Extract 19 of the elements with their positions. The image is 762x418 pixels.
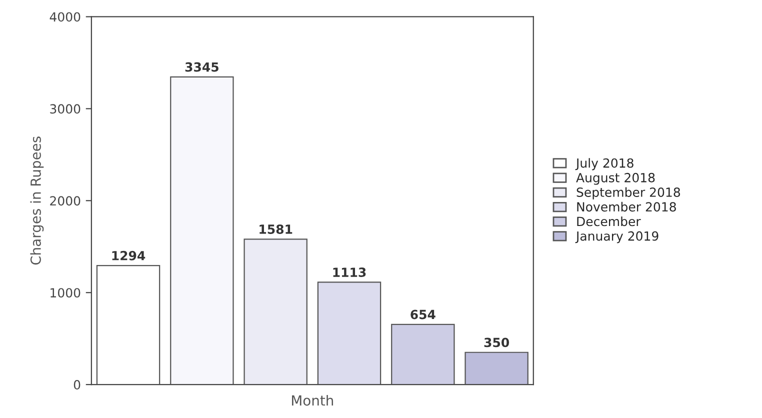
- legend-label: November 2018: [577, 202, 676, 212]
- data-label: 3345: [185, 62, 218, 72]
- legend-label: December: [577, 216, 641, 226]
- data-label: 654: [410, 310, 436, 320]
- data-label: 350: [484, 338, 510, 348]
- y-tick-label: 3000: [50, 104, 80, 114]
- legend-label: July 2018: [575, 158, 634, 170]
- y-tick-label: 4000: [50, 12, 80, 22]
- y-tick-label: 0: [74, 380, 80, 390]
- data-label: 1581: [260, 224, 292, 234]
- y-tick-label: 1000: [50, 288, 80, 298]
- y-tick-label: 2000: [50, 196, 80, 206]
- legend-label: August 2018: [576, 172, 655, 185]
- x-axis-title: Month: [292, 394, 334, 406]
- data-label: 1294: [112, 250, 146, 260]
- legend-label: January 2019: [575, 231, 658, 244]
- y-axis-title: Charges in Rupees: [30, 136, 44, 265]
- data-label: 1113: [333, 268, 366, 278]
- legend-label: September 2018: [576, 187, 680, 200]
